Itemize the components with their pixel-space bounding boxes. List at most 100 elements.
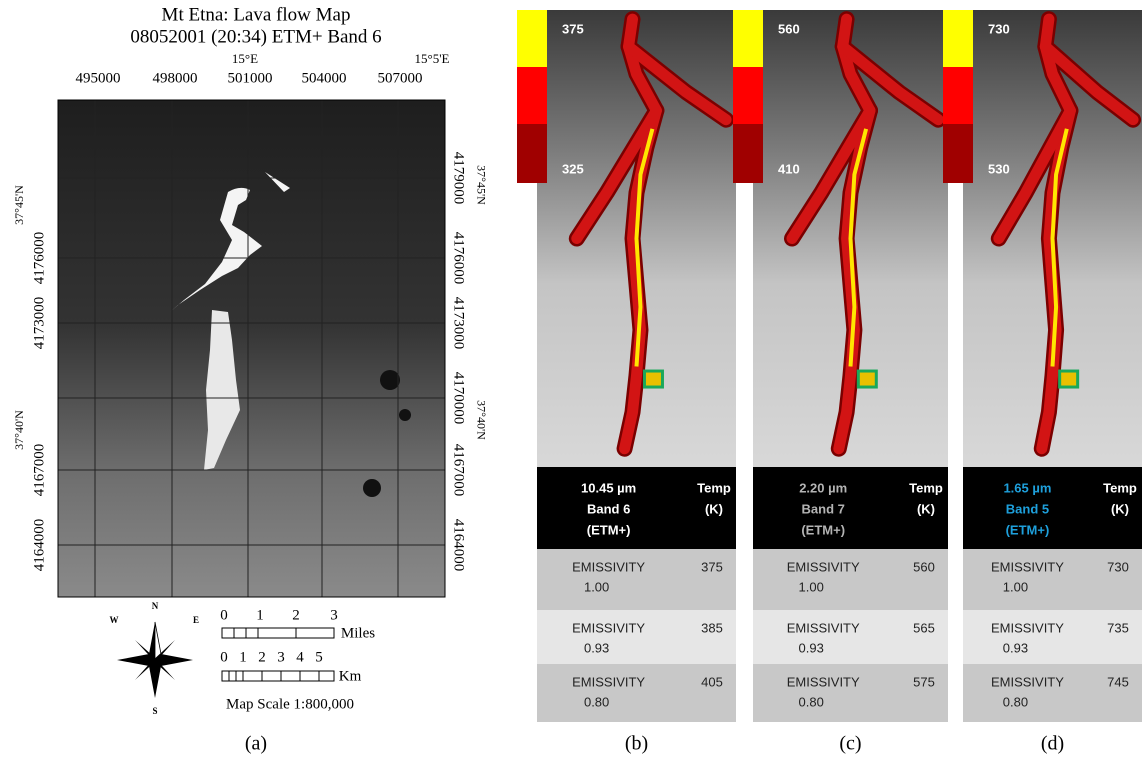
- compass-label: W: [110, 615, 119, 625]
- temp-header: (K): [1111, 501, 1129, 516]
- longitude-label: 15°E: [232, 51, 258, 66]
- row-label: EMISSIVITY: [787, 620, 860, 635]
- table-header: [753, 467, 948, 549]
- temp-header: (K): [917, 501, 935, 516]
- emissivity: 1.00: [799, 579, 824, 594]
- table-row: [753, 664, 948, 722]
- map-subtitle: 08052001 (20:34) ETM+ Band 6: [130, 26, 381, 47]
- table-row: [753, 549, 948, 610]
- northing-label: 4176000: [31, 232, 47, 285]
- temperature: 730: [1107, 559, 1129, 574]
- temperature: 405: [701, 674, 723, 689]
- wavelength: 1.65 µm: [1003, 480, 1051, 495]
- table-row: [537, 610, 736, 664]
- wavelength: 2.20 µm: [799, 480, 847, 495]
- lava-flow: [786, 105, 876, 244]
- scale-min: 410: [778, 161, 800, 176]
- wavelength: 10.45 µm: [581, 480, 636, 495]
- color-scale: [733, 124, 763, 183]
- lava-flow: [571, 105, 662, 244]
- lava-flow: [1039, 41, 1139, 126]
- latitude-label: 37°45'N: [474, 165, 488, 205]
- lava-flow: [623, 41, 732, 126]
- sensor: (ETM+): [1006, 522, 1050, 537]
- emissivity: 0.80: [799, 694, 824, 709]
- km-tick: 0: [220, 649, 228, 665]
- northing-label: 4164000: [451, 519, 467, 572]
- color-scale: [943, 124, 973, 183]
- table-row: [963, 610, 1142, 664]
- table-row: [963, 549, 1142, 610]
- temperature: 575: [913, 674, 935, 689]
- panel: [517, 10, 736, 722]
- lava-core: [848, 128, 869, 367]
- temp-header: Temp: [1103, 480, 1137, 495]
- marker: [642, 369, 664, 389]
- row-label: EMISSIVITY: [572, 559, 645, 574]
- row-label: EMISSIVITY: [787, 559, 860, 574]
- easting-label: 495000: [76, 70, 121, 86]
- easting-label: 498000: [153, 70, 198, 86]
- scale-max: 730: [988, 21, 1010, 36]
- lava-flow: [833, 13, 876, 455]
- table-header: [963, 467, 1142, 549]
- emissivity: 0.93: [799, 640, 824, 655]
- compass-label: S: [152, 706, 157, 716]
- easting-label: 504000: [302, 70, 347, 86]
- table-row: [537, 549, 736, 610]
- latitude-label: 37°40'N: [12, 410, 26, 450]
- northing-label: 4176000: [451, 232, 467, 285]
- lava-flow: [993, 105, 1076, 244]
- band: Band 6: [587, 501, 630, 516]
- km-tick: 2: [258, 649, 266, 665]
- table-row: [963, 664, 1142, 722]
- color-scale: [733, 10, 763, 67]
- caption: (c): [839, 733, 861, 755]
- miles-tick: 3: [330, 607, 338, 623]
- temperature: 560: [913, 559, 935, 574]
- scale-min: 325: [562, 161, 584, 176]
- temperature: 735: [1107, 620, 1129, 635]
- km-tick: 4: [296, 649, 304, 665]
- scale-bars: [221, 627, 335, 682]
- compass-label: N: [152, 601, 159, 611]
- row-label: EMISSIVITY: [572, 620, 645, 635]
- color-scale: [943, 67, 973, 124]
- row-label: EMISSIVITY: [991, 674, 1064, 689]
- row-label: EMISSIVITY: [991, 620, 1064, 635]
- caption: (a): [245, 733, 267, 755]
- marker: [1058, 369, 1080, 389]
- lava-core: [634, 128, 655, 367]
- lava-flow: [619, 13, 662, 455]
- km-tick: 3: [277, 649, 285, 665]
- table-row: [537, 664, 736, 722]
- scale-max: 560: [778, 21, 800, 36]
- scale-max: 375: [562, 21, 584, 36]
- emissivity: 1.00: [1003, 579, 1028, 594]
- row-label: EMISSIVITY: [787, 674, 860, 689]
- northing-label: 4164000: [31, 519, 47, 572]
- color-scale: [517, 124, 547, 183]
- km-tick: 5: [315, 649, 323, 665]
- lava-flow: [837, 41, 944, 126]
- temperature: 745: [1107, 674, 1129, 689]
- miles-unit: Miles: [341, 625, 375, 641]
- map-title: Mt Etna: Lava flow Map: [162, 4, 351, 25]
- northing-label: 4173000: [451, 297, 467, 350]
- panel: [733, 10, 948, 722]
- scale-min: 530: [988, 161, 1010, 176]
- row-label: EMISSIVITY: [572, 674, 645, 689]
- band: Band 7: [802, 501, 845, 516]
- map-scale: Map Scale 1:800,000: [226, 696, 354, 712]
- lava-flow: [1036, 13, 1076, 455]
- miles-tick: 1: [256, 607, 264, 623]
- color-scale: [943, 10, 973, 67]
- band: Band 5: [1006, 501, 1049, 516]
- emissivity: 0.80: [1003, 694, 1028, 709]
- temp-header: Temp: [909, 480, 943, 495]
- easting-label: 507000: [378, 70, 423, 86]
- longitude-label: 15°5'E: [415, 51, 450, 66]
- temperature: 565: [913, 620, 935, 635]
- caption: (b): [625, 733, 648, 755]
